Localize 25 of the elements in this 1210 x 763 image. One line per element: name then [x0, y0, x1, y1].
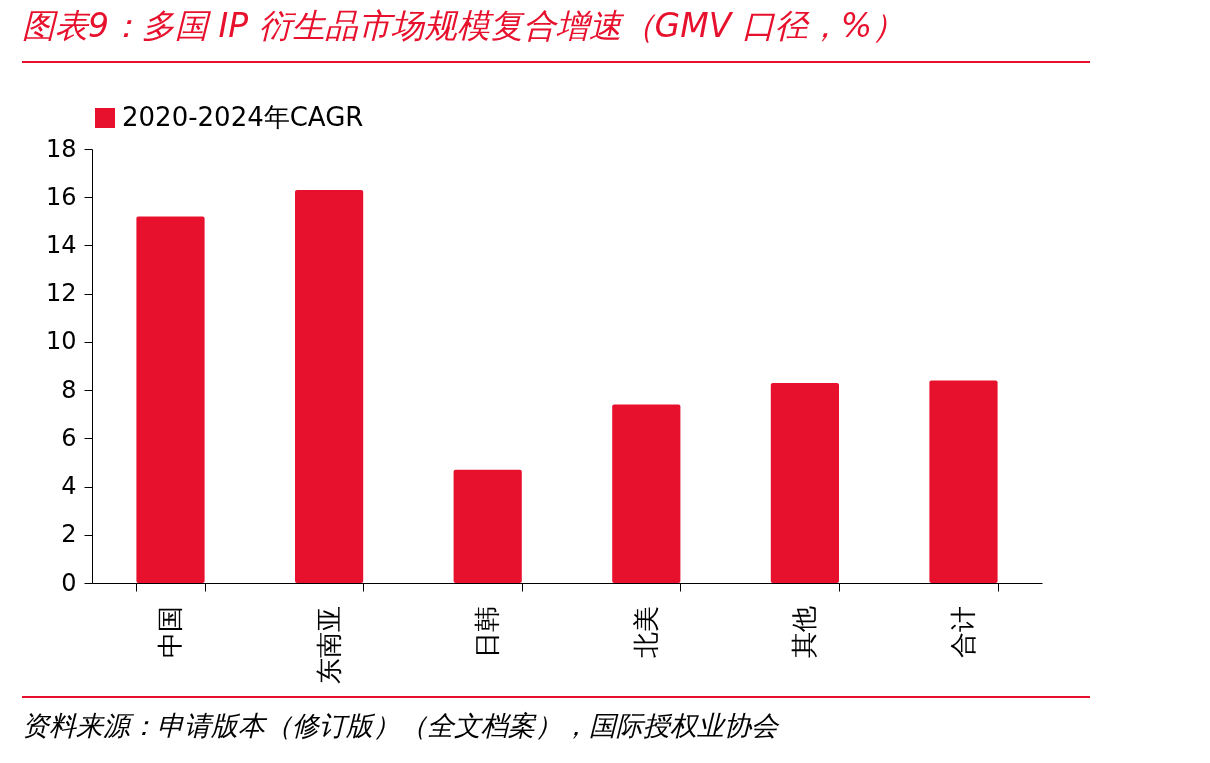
y-tick-label: 8 [61, 375, 77, 404]
x-tick-label: 中国 [155, 605, 186, 658]
x-tick-label: 北美 [630, 605, 661, 658]
x-tick-label: 合计 [947, 605, 978, 658]
y-tick-label: 0 [61, 568, 77, 597]
text: 资料来源：申请版本（修订版）（全文档案），国际授权业协会 [22, 696, 1090, 744]
y-tick-label: 6 [61, 423, 77, 452]
bar [295, 189, 364, 583]
bar [612, 404, 681, 583]
bar [770, 382, 839, 583]
y-tick-label: 2 [61, 520, 77, 549]
x-tick-label: 日韩 [472, 605, 503, 658]
bar [136, 216, 205, 583]
x-tick-label: 东南亚 [313, 605, 344, 684]
y-tick-label: 16 [45, 182, 77, 211]
chart-title: 图表9：多国 IP 衍生品市场规模复合增速（GMV 口径，%） [22, 4, 1090, 63]
y-tick-label: 4 [61, 472, 77, 501]
y-tick-label: 12 [45, 279, 77, 308]
x-tick-label: 其他 [789, 605, 820, 658]
y-tick-label: 10 [45, 327, 77, 356]
bar [453, 469, 522, 583]
legend-label: 2020-2024年CAGR [122, 102, 364, 132]
bar [929, 380, 998, 583]
y-tick-label: 14 [45, 230, 77, 259]
y-tick-label: 18 [45, 134, 77, 163]
